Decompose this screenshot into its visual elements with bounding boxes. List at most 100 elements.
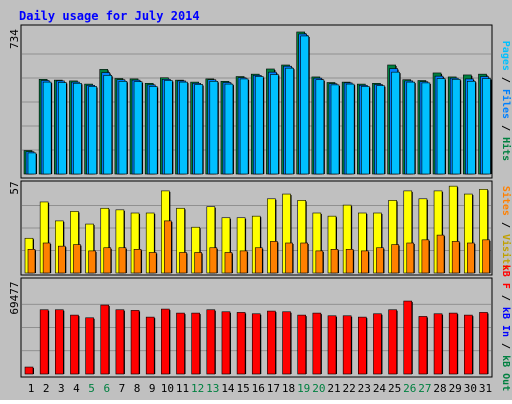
kbf-bar-day-5 bbox=[85, 317, 94, 375]
kbf-bar-day-20 bbox=[312, 312, 322, 375]
sites-bar-day-11 bbox=[179, 252, 187, 274]
kbf-bar-day-9 bbox=[145, 316, 155, 375]
sites-bar-day-23 bbox=[360, 250, 369, 274]
pages-bar-day-4 bbox=[73, 82, 82, 175]
pages-bar-day-8 bbox=[133, 81, 143, 175]
kb-panel-ylabel: kB F / kB In / kB Out bbox=[500, 265, 511, 391]
kbf-bar-day-3 bbox=[54, 309, 64, 375]
day-label-13: 13 bbox=[206, 382, 219, 395]
pages-bar-day-17 bbox=[270, 74, 279, 175]
pages-bar-day-11 bbox=[179, 81, 188, 175]
sites-bar-day-6 bbox=[103, 247, 112, 274]
sites-bar-day-2 bbox=[42, 242, 51, 274]
pages-bar-day-6 bbox=[103, 75, 113, 175]
kbf-bar-day-24 bbox=[373, 313, 382, 375]
sites-bar-day-9 bbox=[148, 252, 157, 274]
sites-bar-day-4 bbox=[73, 244, 81, 274]
sites-bar-day-16 bbox=[254, 247, 263, 274]
day-label-17: 17 bbox=[267, 382, 280, 395]
pages-bar-day-18 bbox=[285, 67, 294, 175]
kbf-bar-day-6 bbox=[100, 304, 110, 375]
sites-bar-day-26 bbox=[406, 242, 415, 274]
sites-bar-day-28 bbox=[436, 234, 445, 274]
kbf-bar-day-27 bbox=[418, 316, 428, 375]
day-label-5: 5 bbox=[88, 382, 95, 395]
day-label-22: 22 bbox=[343, 382, 356, 395]
pages-bar-day-16 bbox=[254, 76, 264, 175]
sites-bar-day-12 bbox=[194, 252, 202, 274]
pages-bar-day-31 bbox=[482, 78, 491, 175]
ylabel-visits: Visits bbox=[500, 234, 512, 270]
sites-bar-day-14 bbox=[224, 252, 233, 274]
pages-bar-day-30 bbox=[467, 81, 476, 175]
sites-bar-day-24 bbox=[376, 247, 384, 274]
kbf-bar-day-17 bbox=[267, 310, 276, 375]
pages-bar-day-27 bbox=[421, 82, 431, 175]
kbf-bar-day-22 bbox=[342, 315, 352, 375]
day-label-16: 16 bbox=[252, 382, 265, 395]
sites-bar-day-13 bbox=[209, 247, 218, 274]
sites-bar-day-1 bbox=[27, 249, 36, 274]
day-label-2: 2 bbox=[43, 382, 50, 395]
pages-bar-day-10 bbox=[164, 80, 173, 175]
day-label-1: 1 bbox=[28, 382, 35, 395]
day-label-6: 6 bbox=[103, 382, 110, 395]
hits-panel-max-label: 734 bbox=[8, 29, 21, 49]
day-label-29: 29 bbox=[449, 382, 462, 395]
day-label-27: 27 bbox=[418, 382, 431, 395]
pages-bar-day-5 bbox=[88, 86, 97, 175]
day-label-19: 19 bbox=[297, 382, 310, 395]
day-label-7: 7 bbox=[119, 382, 126, 395]
day-label-10: 10 bbox=[161, 382, 174, 395]
pages-bar-day-3 bbox=[57, 82, 67, 175]
sites-bar-day-3 bbox=[57, 245, 66, 274]
kbf-bar-day-13 bbox=[206, 309, 216, 375]
sites-bar-day-30 bbox=[467, 242, 475, 274]
ylabel-kbout: kB Out bbox=[500, 355, 511, 391]
day-label-20: 20 bbox=[312, 382, 325, 395]
day-label-25: 25 bbox=[388, 382, 401, 395]
pages-bar-day-24 bbox=[376, 85, 385, 175]
sites-bar-day-18 bbox=[285, 242, 293, 274]
sites-bar-day-29 bbox=[451, 241, 460, 274]
kbf-bar-day-30 bbox=[464, 314, 473, 375]
kbf-bar-day-31 bbox=[479, 312, 488, 375]
kbf-bar-day-15 bbox=[236, 312, 246, 375]
kbf-bar-day-10 bbox=[161, 308, 170, 375]
day-label-14: 14 bbox=[221, 382, 235, 395]
pages-bar-day-1 bbox=[27, 152, 37, 175]
day-label-12: 12 bbox=[191, 382, 204, 395]
kbf-bar-day-21 bbox=[327, 315, 337, 375]
pages-bar-day-12 bbox=[194, 84, 203, 175]
day-label-15: 15 bbox=[236, 382, 249, 395]
kbf-bar-day-12 bbox=[191, 312, 200, 375]
day-label-9: 9 bbox=[149, 382, 156, 395]
ylabel-hits: Hits bbox=[500, 137, 512, 161]
visits-panel-ylabel: Sites / Visits bbox=[500, 186, 512, 270]
chart-title: Daily usage for July 2014 bbox=[19, 9, 200, 23]
sites-bar-day-15 bbox=[239, 250, 248, 274]
sites-bar-day-20 bbox=[315, 250, 324, 274]
kbf-bar-day-1 bbox=[24, 366, 34, 375]
pages-bar-day-9 bbox=[148, 86, 158, 175]
sites-bar-day-17 bbox=[270, 241, 278, 274]
sites-bar-day-21 bbox=[330, 249, 339, 274]
sites-bar-day-27 bbox=[421, 239, 430, 274]
pages-bar-day-29 bbox=[451, 79, 461, 175]
kbf-bar-day-29 bbox=[448, 312, 458, 375]
sites-bar-day-5 bbox=[88, 250, 96, 274]
sites-bar-day-7 bbox=[118, 247, 127, 274]
pages-bar-day-2 bbox=[42, 81, 52, 175]
day-label-11: 11 bbox=[176, 382, 189, 395]
ylabel-files: Files bbox=[500, 89, 512, 119]
ylabel-sites: Sites bbox=[500, 186, 512, 216]
day-label-3: 3 bbox=[58, 382, 65, 395]
kbf-bar-day-23 bbox=[357, 316, 367, 375]
kbf-bar-day-7 bbox=[115, 309, 125, 375]
day-label-30: 30 bbox=[464, 382, 477, 395]
day-label-21: 21 bbox=[327, 382, 340, 395]
pages-bar-day-15 bbox=[239, 78, 249, 175]
pages-bar-day-13 bbox=[209, 81, 219, 175]
day-label-18: 18 bbox=[282, 382, 295, 395]
